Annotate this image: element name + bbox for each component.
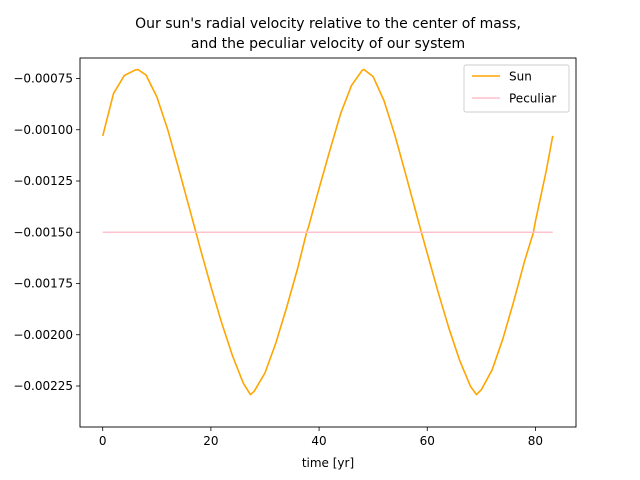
y-tick-label: −0.00100 bbox=[13, 123, 73, 137]
x-tick-label: 0 bbox=[99, 434, 107, 448]
y-tick-label: −0.00225 bbox=[13, 379, 73, 393]
legend-label-peculiar: Peculiar bbox=[509, 92, 556, 106]
y-tick-label: −0.00150 bbox=[13, 225, 73, 239]
legend-label-sun: Sun bbox=[509, 70, 532, 84]
y-tick-label: −0.00075 bbox=[13, 72, 73, 86]
x-tick-label: 40 bbox=[311, 434, 326, 448]
series-line-sun bbox=[101, 68, 554, 396]
series-layer bbox=[101, 68, 554, 396]
x-tick-label: 60 bbox=[420, 434, 435, 448]
x-tick-label: 20 bbox=[203, 434, 218, 448]
y-axis: −0.00075 −0.00100 −0.00125 −0.00150 −0.00175… bbox=[13, 72, 80, 393]
x-axis: 0 20 40 60 80 bbox=[99, 427, 543, 448]
y-tick-label: −0.00125 bbox=[13, 174, 73, 188]
y-tick-label: −0.00200 bbox=[13, 328, 73, 342]
chart-title-line-1: Our sun's radial velocity relative to th… bbox=[135, 16, 521, 32]
x-tick-label: 80 bbox=[528, 434, 543, 448]
plot-frame bbox=[79, 57, 577, 428]
x-axis-label: time [yr] bbox=[302, 456, 354, 470]
plot-area bbox=[101, 68, 554, 396]
legend: Sun Peculiar bbox=[463, 64, 570, 113]
y-tick-label: −0.00175 bbox=[13, 277, 73, 291]
chart-title-line-2: and the peculiar velocity of our system bbox=[191, 36, 465, 52]
